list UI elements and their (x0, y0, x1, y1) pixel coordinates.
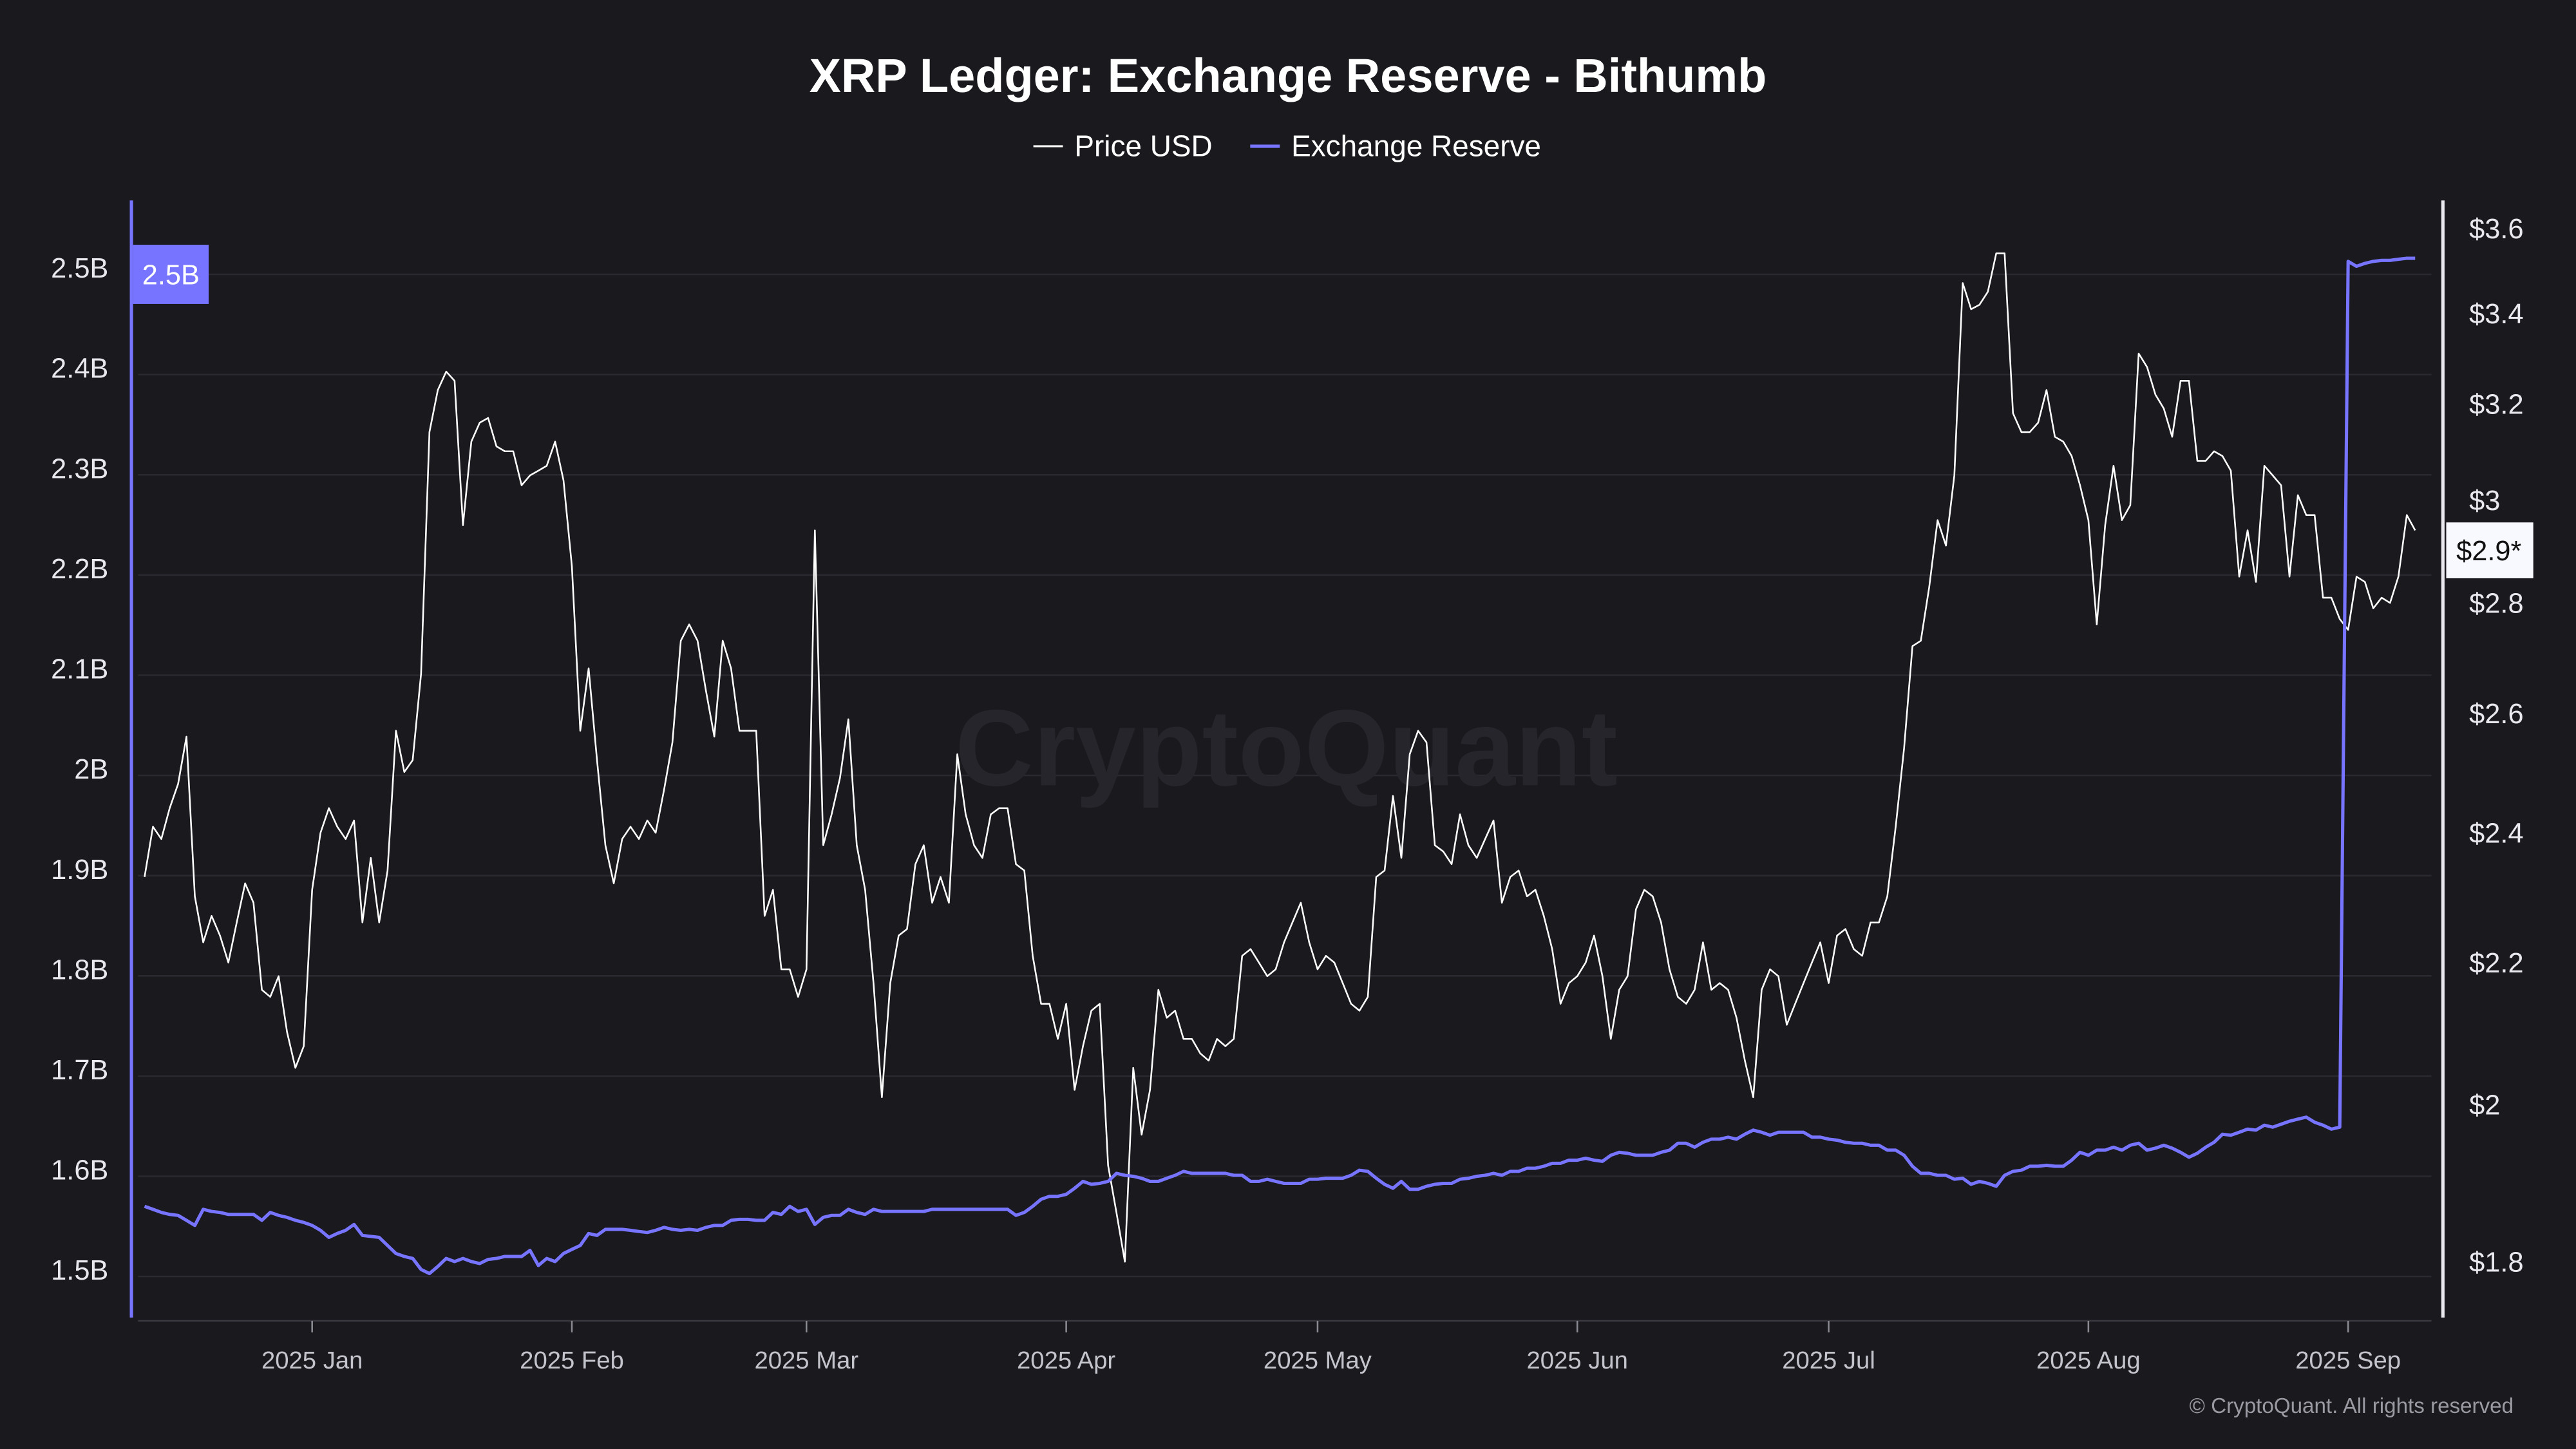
x-tick-label: 2025 Sep (2295, 1347, 2401, 1374)
x-tick-label: 2025 Mar (754, 1347, 858, 1374)
x-tick-label: 2025 Jul (1782, 1347, 1875, 1374)
gridlines (138, 273, 2432, 1278)
left-tick-label: 2B (74, 754, 108, 785)
x-tick-label: 2025 May (1264, 1347, 1372, 1374)
right-current-badge: $2.9* (2446, 522, 2533, 578)
right-tick-label: $2.4 (2469, 818, 2523, 849)
left-tick-label: 1.5B (51, 1255, 108, 1286)
copyright: © CryptoQuant. All rights reserved (2189, 1394, 2514, 1418)
legend-label-price: Price USD (1074, 129, 1212, 162)
right-badge-label: $2.9* (2456, 536, 2521, 567)
x-tick-label: 2025 Aug (2036, 1347, 2141, 1374)
right-tick-label: $3.6 (2469, 214, 2523, 245)
legend-label-reserve: Exchange Reserve (1291, 129, 1541, 162)
series-lines (144, 252, 2416, 1276)
legend: Price USD Exchange Reserve (1033, 129, 1541, 162)
left-tick-label: 1.8B (51, 954, 108, 985)
right-badge-box (2446, 522, 2533, 578)
left-tick-label: 2.4B (51, 354, 108, 384)
right-tick-label: $3 (2469, 486, 2500, 516)
left-tick-label: 1.9B (51, 855, 108, 886)
left-tick-label: 2.1B (51, 654, 108, 685)
left-badge-label: 2.5B (142, 260, 200, 290)
legend-item-price[interactable]: Price USD (1033, 129, 1213, 162)
x-tick-label: 2025 Apr (1017, 1347, 1115, 1374)
right-tick-label: $2.6 (2469, 699, 2523, 730)
right-tick-label: $2 (2469, 1090, 2500, 1121)
chart-title: XRP Ledger: Exchange Reserve - Bithumb (810, 49, 1767, 102)
x-axis-ticks: 2025 Jan 2025 Feb 2025 Mar 2025 Apr 2025 May… (138, 1320, 2432, 1374)
left-current-badge: 2.5B (133, 245, 209, 304)
x-tick-label: 2025 Feb (520, 1347, 624, 1374)
left-tick-label: 1.7B (51, 1055, 108, 1086)
exchange-reserve-line (144, 256, 2416, 1276)
x-tick-label: 2025 Jun (1527, 1347, 1628, 1374)
watermark: CryptoQuant (955, 687, 1618, 808)
left-tick-label: 2.2B (51, 554, 108, 585)
left-tick-label: 2.5B (51, 253, 108, 284)
left-tick-label: 1.6B (51, 1155, 108, 1186)
left-tick-label: 2.3B (51, 453, 108, 484)
right-tick-label: $3.2 (2469, 389, 2523, 420)
right-tick-label: $1.8 (2469, 1247, 2523, 1278)
x-tick-label: 2025 Jan (261, 1347, 363, 1374)
right-tick-label: $2.8 (2469, 589, 2523, 620)
left-axis-ticks: 1.5B 1.6B 1.7B 1.8B 1.9B 2B 2.1B 2.2B 2.3B 2.4B 2.… (51, 253, 108, 1286)
left-badge-box (133, 245, 209, 304)
right-tick-label: $2.2 (2469, 948, 2523, 979)
right-axis-ticks: $1.8 $2 $2.2 $2.4 $2.6 $2.8 $3 $3.2 $3.4 $3.6 (2469, 214, 2523, 1278)
price-usd-line (144, 252, 2416, 1263)
right-tick-label: $3.4 (2469, 299, 2523, 330)
legend-item-reserve[interactable]: Exchange Reserve (1250, 129, 1541, 162)
